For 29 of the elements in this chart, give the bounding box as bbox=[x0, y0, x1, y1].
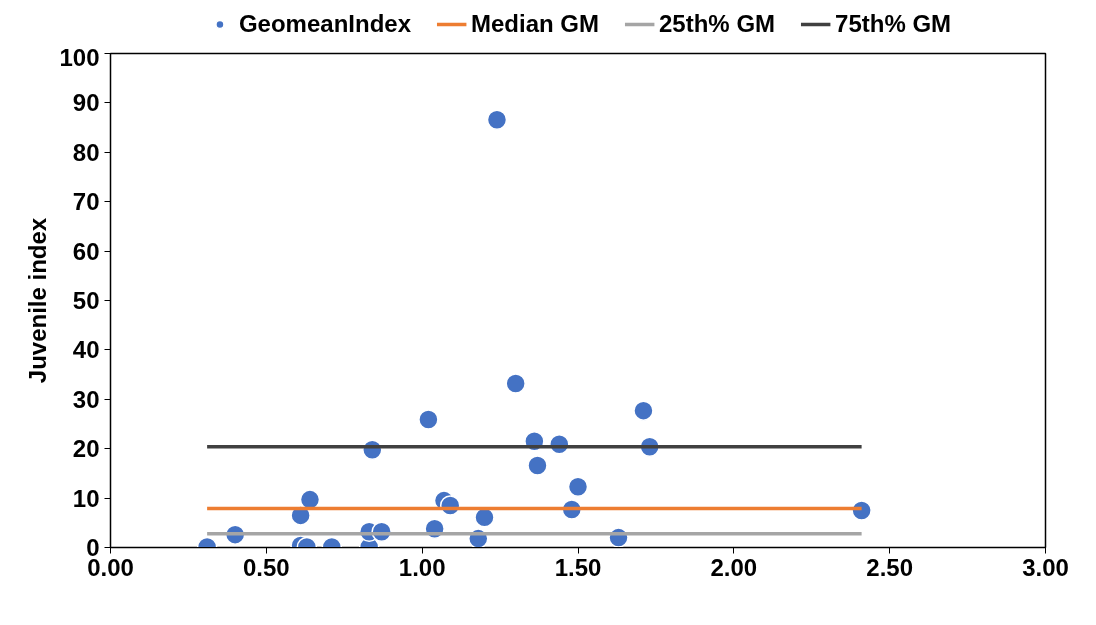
point bbox=[299, 489, 321, 510]
y-tick-label: 80 bbox=[72, 138, 100, 166]
x-tick-label: 3.00 bbox=[1022, 553, 1069, 581]
legend-label: GeomeanIndex bbox=[238, 10, 412, 38]
point bbox=[633, 400, 654, 421]
y-tick-label: 20 bbox=[72, 435, 100, 463]
x-tick-label: 2.50 bbox=[866, 553, 914, 581]
x-tick-label: 2.00 bbox=[710, 553, 758, 581]
y-tick-label: 10 bbox=[72, 484, 100, 512]
point bbox=[505, 373, 526, 394]
y-tick-label: 30 bbox=[72, 385, 100, 413]
y-tick-label: 50 bbox=[72, 287, 100, 314]
y-tick-label: 90 bbox=[72, 89, 100, 117]
y-axis-title: Juvenile index bbox=[24, 217, 52, 384]
point bbox=[567, 476, 589, 497]
legend-label: 25th% GM bbox=[659, 10, 776, 38]
point bbox=[486, 109, 508, 130]
y-tick-label: 100 bbox=[59, 43, 100, 71]
legend-label: 75th% GM bbox=[835, 10, 952, 38]
y-tick-label: 40 bbox=[72, 336, 100, 364]
point bbox=[418, 409, 439, 430]
x-tick-label: 0.50 bbox=[242, 553, 290, 581]
point bbox=[474, 507, 495, 528]
legend-label: Median GM bbox=[471, 10, 600, 38]
x-tick-label: 1.00 bbox=[398, 553, 446, 581]
y-tick-label: 70 bbox=[72, 188, 100, 216]
x-tick-label: 1.50 bbox=[554, 553, 602, 581]
y-tick-label: 60 bbox=[72, 237, 100, 265]
point bbox=[527, 455, 548, 476]
